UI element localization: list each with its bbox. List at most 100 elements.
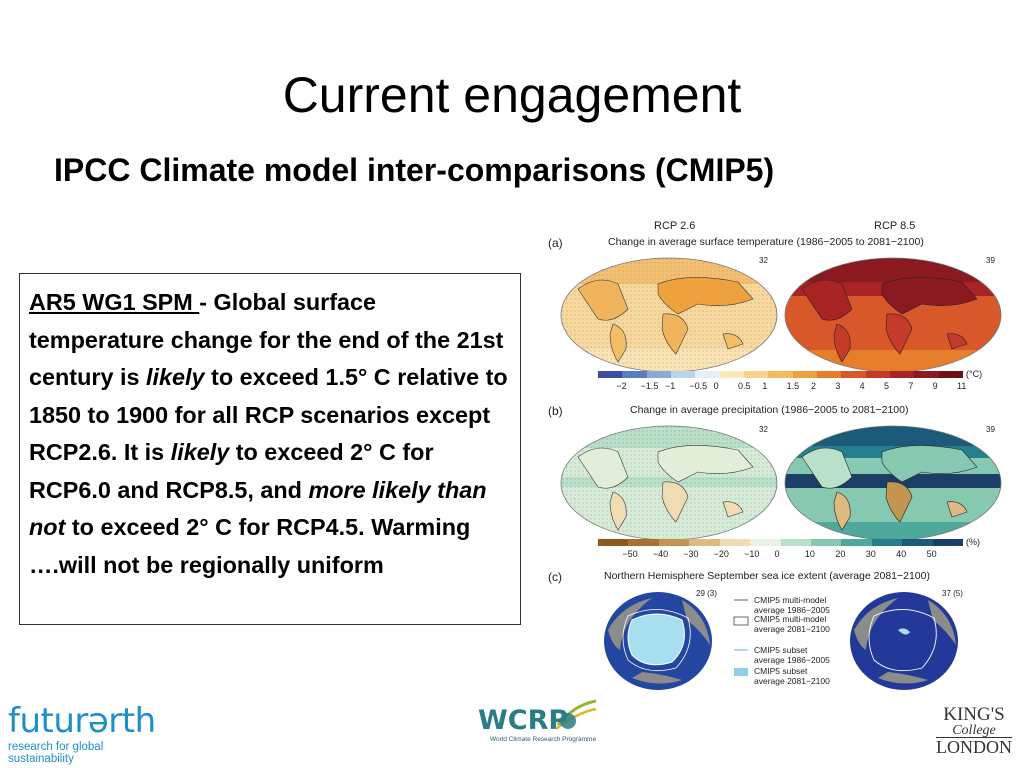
precipitation-tick-label: 50	[926, 549, 937, 559]
legend-item-3-line1: CMIP5 subset	[754, 645, 808, 655]
precipitation-swatch-3	[689, 539, 720, 546]
precipitation-swatch-10	[902, 539, 933, 546]
text-part-4: to exceed 2° C for RCP6.0 and RCP8.5, an…	[29, 439, 434, 503]
slide-subtitle: IPCC Climate model inter-comparisons (CM…	[54, 152, 775, 188]
temperature-tick-label: 1.5	[786, 381, 800, 391]
wcrp-wordmark: WCRP	[478, 705, 569, 736]
temperature-swatch-3	[670, 371, 696, 378]
rcp26-sea-ice-map	[604, 592, 712, 690]
panel-a-title: Change in average surface temperature (1…	[608, 236, 924, 248]
precipitation-colorbar	[598, 539, 964, 546]
panel-b-title: Change in average precipitation (1986−20…	[630, 404, 909, 416]
precipitation-tick-label: 40	[896, 549, 907, 559]
precipitation-swatch-2	[658, 539, 690, 546]
temperature-swatch-5	[719, 371, 744, 378]
legend-item-3: CMIP5 subset average 1986−2005	[754, 645, 830, 665]
ar5-reference: AR5 WG1 SPM	[29, 289, 200, 315]
temperature-tick-label: −2	[616, 381, 627, 391]
precipitation-swatch-4	[719, 539, 751, 546]
precipitation-tick-label: 20	[835, 549, 846, 559]
kcl-line-1: KING'S	[943, 704, 1005, 725]
panel-b-letter: (b)	[548, 404, 563, 418]
temperature-tick-label: 2	[811, 381, 817, 391]
rcp26-column-heading: RCP 2.6	[654, 220, 696, 232]
legend-item-4-line1: CMIP5 subset	[754, 666, 808, 676]
temperature-swatch-6	[743, 371, 769, 378]
ar5-summary-textbox: AR5 WG1 SPM - Global surface temperature…	[19, 273, 521, 625]
precipitation-swatch-9	[871, 539, 903, 546]
temperature-tick-label: 0.5	[738, 381, 751, 391]
temperature-tick-label: 1	[762, 381, 768, 391]
legend-item-1: CMIP5 multi-model average 1986−2005	[754, 595, 830, 615]
panel-b-left-model-count: 32	[759, 425, 768, 434]
temperature-tick-label: −0.5	[689, 381, 708, 391]
precipitation-tick-label: −20	[713, 549, 729, 559]
future-earth-tagline: research for global sustainability	[8, 741, 104, 765]
temperature-swatch-2	[646, 371, 671, 378]
legend-item-1-line1: CMIP5 multi-model	[754, 595, 827, 605]
precipitation-swatch-0	[598, 539, 629, 546]
precipitation-tick-label: 10	[804, 549, 815, 559]
precipitation-tick-label: 30	[865, 549, 876, 559]
ipcc-projection-figure: RCP 2.6 RCP 8.5 (a) Change in average su…	[544, 214, 1010, 694]
wcrp-tagline: World Climate Research Programme	[490, 736, 597, 743]
temperature-tick-label: 5	[884, 381, 890, 391]
rcp85-temperature-map	[784, 257, 1002, 373]
precipitation-tick-label: −50	[622, 549, 638, 559]
likely-emphasis-2: likely	[170, 439, 230, 465]
more-likely-emphasis: more likely than not	[29, 476, 487, 541]
panel-c-left-model-count: 29 (3)	[696, 589, 717, 598]
legend-item-4: CMIP5 subset average 2081−2100	[754, 666, 830, 686]
temperature-swatch-7	[768, 371, 793, 378]
precipitation-unit: (%)	[966, 537, 980, 547]
temperature-swatch-12	[889, 371, 915, 378]
likely-emphasis-1: likely	[146, 364, 205, 390]
temperature-tick-label: 9	[932, 381, 938, 391]
temperature-swatch-13	[914, 371, 939, 378]
temperature-tick-label: −1	[665, 381, 676, 391]
legend-item-3-line2: average 1986−2005	[754, 655, 830, 665]
wcrp-globe-icon	[555, 699, 597, 730]
slide-title: Current engagement	[282, 67, 742, 123]
precipitation-swatch-5	[750, 539, 781, 546]
panel-a-letter: (a)	[548, 236, 563, 250]
temperature-swatch-4	[695, 371, 720, 378]
rcp26-temperature-map	[560, 257, 778, 373]
sea-ice-legend-swatches	[733, 599, 749, 676]
kcl-line-3: LONDON	[936, 737, 1012, 757]
temperature-tick-label: 0	[713, 381, 719, 391]
rcp85-column-heading: RCP 8.5	[874, 220, 916, 232]
legend-item-1-line2: average 1986−2005	[754, 605, 830, 615]
panel-c-right-model-count: 37 (5)	[942, 589, 963, 598]
text-part-2: - Global surface temperature change for …	[29, 289, 504, 390]
temperature-swatch-0	[598, 371, 623, 378]
precipitation-swatch-1	[628, 539, 659, 546]
precipitation-swatch-7	[810, 539, 842, 546]
temperature-tick-label: −1.5	[640, 381, 659, 391]
panel-b-right-model-count: 39	[986, 425, 995, 434]
temperature-tick-label: 11	[957, 381, 967, 391]
precipitation-tick-label: −30	[683, 549, 699, 559]
precipitation-swatch-11	[932, 539, 964, 546]
precipitation-tick-label: −40	[652, 549, 669, 559]
legend-item-2-line1: CMIP5 multi-model	[754, 614, 827, 624]
text-part-5: to exceed 2° C for RCP4.5. Warming ….wil…	[29, 514, 471, 578]
precipitation-swatch-6	[780, 539, 811, 546]
text-part-3: to exceed 1.5° C relative to 1850 to 190…	[29, 364, 508, 465]
rcp85-sea-ice-map	[850, 592, 958, 690]
temperature-tick-label: 4	[859, 381, 865, 391]
rcp26-precipitation-map	[560, 425, 778, 541]
panel-c-letter: (c)	[548, 570, 562, 584]
precipitation-swatch-8	[841, 539, 872, 546]
temperature-colorbar	[598, 371, 963, 378]
precipitation-tick-label: −10	[744, 549, 760, 559]
panel-c-title: Northern Hemisphere September sea ice ex…	[604, 570, 930, 582]
temperature-tick-label: 3	[835, 381, 841, 391]
kings-college-london-logo: KING'S College LONDON	[936, 704, 1012, 757]
future-earth-logo: futurərth research for global sustainabi…	[8, 703, 168, 765]
temperature-tick-label: 7	[908, 381, 914, 391]
temperature-swatch-8	[792, 371, 817, 378]
rcp85-precipitation-map	[784, 425, 1002, 541]
kcl-line-2: College	[952, 723, 996, 738]
legend-item-2: CMIP5 multi-model average 2081−2100	[754, 614, 830, 634]
